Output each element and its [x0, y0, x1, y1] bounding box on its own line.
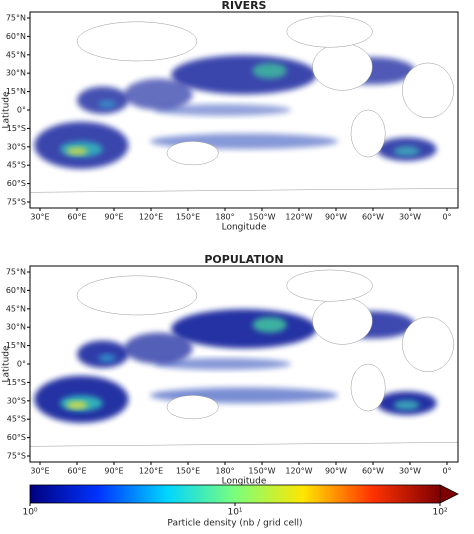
land [286, 269, 373, 302]
land [312, 297, 373, 345]
particle-density [77, 86, 129, 114]
y-tick-label: 30°S [7, 396, 26, 405]
x-tick-label: 180° [215, 467, 234, 476]
y-tick-label: 30°N [6, 69, 26, 78]
colorbar-tick-label: 10¹ [227, 508, 242, 518]
particle-density [393, 146, 420, 157]
y-tick-label: 45°N [6, 304, 26, 313]
x-tick-label: 30°W [399, 467, 421, 476]
land [76, 275, 198, 316]
x-tick-label: 150°E [176, 213, 200, 222]
y-axis-label: Latitude [2, 345, 12, 383]
particle-density [124, 78, 193, 110]
y-tick-label: 60°S [7, 179, 26, 188]
y-tick-label: 45°N [6, 50, 26, 59]
land [286, 15, 373, 48]
particle-density [66, 147, 88, 156]
x-tick-label: 30°W [399, 213, 421, 222]
y-tick-label: 60°S [7, 433, 26, 442]
x-axis-label: Longitude [222, 223, 267, 233]
x-tick-label: 120°E [139, 467, 163, 476]
x-tick-label: 150°W [248, 467, 275, 476]
particle-density [98, 354, 116, 363]
panel-title: RIVERS [222, 0, 267, 12]
map-panel [29, 265, 459, 463]
x-axis-label: Longitude [222, 477, 267, 487]
x-tick-label: 60°E [67, 213, 86, 222]
land [76, 21, 198, 62]
y-tick-label: 75°N [6, 14, 26, 23]
particle-density [124, 332, 193, 364]
antarctica-coast [29, 188, 459, 193]
y-tick-label: 60°N [6, 286, 26, 295]
y-tick-label: 15°S [7, 378, 26, 387]
y-tick-label: 15°N [6, 341, 26, 350]
land [402, 316, 454, 373]
y-tick-label: 45°S [7, 415, 26, 424]
y-tick-label: 75°N [6, 268, 26, 277]
land [350, 363, 386, 412]
particle-density [154, 358, 292, 370]
x-tick-label: 120°E [139, 213, 163, 222]
particle-density [393, 400, 420, 411]
particle-density [66, 401, 88, 410]
land [166, 395, 219, 420]
particle-density [98, 100, 116, 109]
antarctica-coast [29, 442, 459, 447]
land [166, 141, 219, 166]
x-tick-label: 90°W [325, 213, 347, 222]
x-tick-label: 180° [215, 213, 234, 222]
y-tick-label: 60°N [6, 32, 26, 41]
land [402, 62, 454, 119]
particle-density [252, 62, 287, 79]
particle-density [77, 340, 129, 368]
colorbar-extend [439, 484, 459, 504]
colorbar-label: Particle density (nb / grid cell) [167, 519, 302, 529]
y-tick-label: 30°S [7, 142, 26, 151]
land [312, 43, 373, 91]
x-tick-label: 150°E [176, 467, 200, 476]
map-panel [29, 11, 459, 209]
y-tick-label: 0° [17, 106, 26, 115]
y-tick-label: 45°S [7, 161, 26, 170]
x-tick-label: 150°W [248, 213, 275, 222]
y-tick-label: 15°S [7, 124, 26, 133]
x-tick-label: 60°W [362, 467, 384, 476]
x-tick-label: 60°W [362, 213, 384, 222]
x-tick-label: 60°E [67, 467, 86, 476]
x-tick-label: 90°E [104, 467, 123, 476]
x-tick-label: 90°E [104, 213, 123, 222]
colorbar-tick-label: 10² [432, 508, 447, 518]
x-tick-label: 0° [442, 467, 451, 476]
particle-density [154, 104, 292, 116]
colorbar [29, 484, 441, 504]
y-tick-label: 30°N [6, 323, 26, 332]
y-axis-label: Latitude [2, 91, 12, 129]
x-tick-label: 30°E [30, 213, 49, 222]
particle-density [171, 309, 317, 349]
y-tick-label: 15°N [6, 87, 26, 96]
x-tick-label: 0° [442, 213, 451, 222]
y-tick-label: 75°S [7, 198, 26, 207]
y-tick-label: 0° [17, 360, 26, 369]
particle-density [252, 316, 287, 333]
colorbar-tick-label: 10⁰ [22, 508, 37, 518]
particle-density [171, 55, 317, 95]
land [350, 109, 386, 158]
panel-title: POPULATION [204, 253, 283, 266]
x-tick-label: 30°E [30, 467, 49, 476]
x-tick-label: 120°W [285, 467, 312, 476]
y-tick-label: 75°S [7, 452, 26, 461]
x-tick-label: 90°W [325, 467, 347, 476]
x-tick-label: 120°W [285, 213, 312, 222]
